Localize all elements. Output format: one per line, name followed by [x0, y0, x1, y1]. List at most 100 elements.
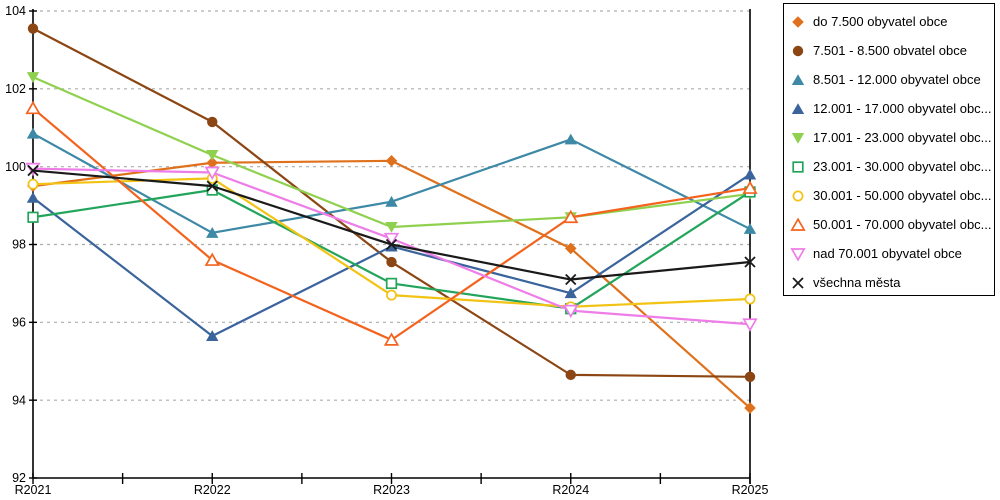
triangle-up-icon — [743, 223, 757, 234]
y-tick-label: 98 — [12, 238, 26, 252]
x-icon — [792, 276, 804, 289]
legend-item: 12.001 - 17.000 obyvatel obc... — [784, 94, 994, 123]
legend-item-label: 7.501 - 8.500 obvatel obce — [813, 43, 967, 58]
triangle-up-icon — [204, 252, 220, 266]
triangle-up-icon — [790, 216, 806, 231]
legend-item-label: všechna města — [813, 275, 901, 290]
legend-item: 17.001 - 23.000 obyvatel obc... — [784, 123, 994, 152]
triangle-up-icon — [564, 133, 577, 145]
circle-icon — [386, 256, 397, 268]
circle-icon — [744, 371, 756, 383]
triangle-down-icon — [383, 232, 400, 247]
triangle-up-icon — [25, 100, 41, 115]
y-tick-label: 104 — [5, 4, 26, 18]
triangle-up-icon — [743, 223, 757, 234]
x-icon — [744, 256, 756, 268]
triangle-up-icon — [742, 180, 758, 194]
triangle-up-icon — [26, 127, 40, 139]
circle-icon — [386, 256, 397, 268]
legend-item: 7.501 - 8.500 obvatel obce — [784, 36, 994, 65]
y-tick-label: 96 — [12, 316, 26, 330]
square-icon — [792, 160, 804, 173]
triangle-up-icon — [25, 100, 41, 115]
square-icon — [385, 277, 398, 290]
circle-icon — [27, 178, 39, 190]
triangle-down-icon — [791, 132, 805, 144]
circle-icon — [744, 293, 756, 305]
x-tick-label: R2022 — [194, 483, 231, 497]
square-icon — [27, 211, 39, 223]
triangle-down-icon — [26, 72, 40, 83]
x-tick-label: R2021 — [15, 483, 52, 497]
legend-item-label: do 7.500 obyvatel obce — [813, 14, 948, 29]
circle-icon — [27, 23, 39, 34]
triangle-down-icon — [26, 72, 40, 83]
circle-icon — [792, 190, 804, 201]
triangle-up-icon — [790, 216, 806, 231]
triangle-down-icon — [742, 318, 758, 332]
triangle-up-icon — [791, 73, 805, 85]
diamond-icon — [792, 15, 804, 28]
x-icon — [792, 276, 804, 289]
triangle-up-icon — [743, 168, 757, 180]
triangle-up-icon — [791, 102, 805, 114]
circle-icon — [386, 289, 397, 301]
triangle-down-icon — [790, 247, 806, 262]
legend-item-label: nad 70.001 obyvatel obce — [813, 246, 962, 261]
series-line-2 — [31, 132, 752, 234]
triangle-up-icon — [206, 330, 219, 341]
triangle-up-icon — [791, 73, 805, 85]
triangle-up-icon — [791, 102, 805, 114]
triangle-up-icon — [26, 192, 40, 203]
legend-item: do 7.500 obyvatel obce — [784, 7, 994, 36]
square-icon — [385, 277, 398, 290]
circle-icon — [792, 45, 804, 56]
y-tick-label: 100 — [5, 160, 26, 174]
legend-item: 50.001 - 70.000 obyvatel obc... — [784, 210, 994, 239]
circle-icon — [207, 116, 218, 128]
triangle-up-icon — [204, 252, 220, 266]
triangle-down-icon — [563, 304, 579, 319]
triangle-up-icon — [564, 287, 577, 299]
triangle-up-icon — [385, 195, 398, 207]
x-icon — [27, 164, 39, 177]
triangle-down-icon — [383, 232, 400, 247]
triangle-down-icon — [791, 132, 805, 144]
triangle-down-icon — [204, 166, 220, 181]
triangle-up-icon — [743, 168, 757, 180]
x-icon — [206, 180, 218, 192]
square-icon — [27, 211, 39, 223]
triangle-down-icon — [206, 149, 219, 161]
triangle-down-icon — [791, 132, 805, 144]
circle-icon — [565, 369, 576, 381]
circle-icon — [792, 190, 804, 201]
legend-item-label: 30.001 - 50.000 obyvatel obc... — [813, 188, 992, 203]
x-icon — [27, 164, 39, 177]
triangle-up-icon — [206, 330, 219, 341]
triangle-up-icon — [385, 195, 398, 207]
circle-icon — [744, 371, 756, 383]
legend-item-label: 17.001 - 23.000 obyvatel obc... — [813, 130, 992, 145]
square-icon — [792, 160, 804, 173]
circle-icon — [744, 293, 756, 305]
diamond-icon — [792, 15, 804, 28]
diamond-icon — [206, 156, 219, 169]
legend-item-label: 8.501 - 12.000 obyvatel obce — [813, 72, 981, 87]
triangle-down-icon — [204, 166, 220, 181]
diamond-icon — [385, 155, 398, 167]
legend-item: všechna města — [784, 268, 994, 295]
circle-icon — [792, 190, 804, 201]
legend-item: 8.501 - 12.000 obyvatel obce — [784, 65, 994, 94]
triangle-up-icon — [563, 209, 579, 224]
legend-item-label: 12.001 - 17.000 obyvatel obc... — [813, 101, 992, 116]
legend-item-label: 23.001 - 30.000 obyvatel obc... — [813, 159, 992, 174]
triangle-up-icon — [26, 127, 40, 139]
legend: do 7.500 obyvatel obce 7.501 - 8.500 obva… — [783, 3, 995, 296]
x-tick-label: R2024 — [552, 483, 589, 497]
x-icon — [385, 238, 398, 251]
y-tick-label: 94 — [12, 393, 26, 407]
diamond-icon — [792, 15, 804, 28]
circle-icon — [386, 289, 397, 301]
